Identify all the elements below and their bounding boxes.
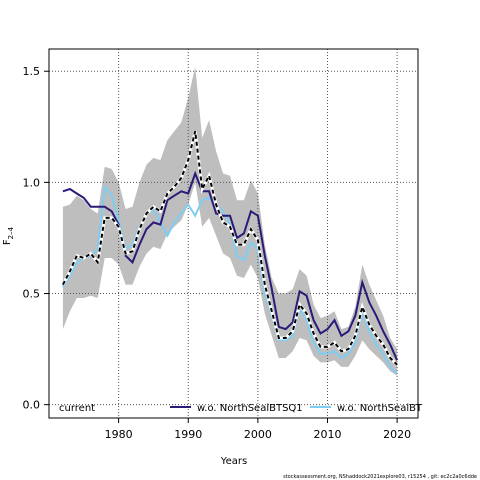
y-axis-title: F2–4 [2,226,15,245]
y-tick-label: 0.0 [23,399,41,412]
series-line-current [62,130,398,366]
x-axis-title: Years [220,456,247,467]
y-axis-title-subscript: 2–4 [7,226,15,239]
legend-item-label: w.o. NorthSealBT [337,403,423,414]
y-tick-label: 1.5 [23,65,41,78]
footer-text: stockassessment.org, NShaddock2021explor… [283,474,477,480]
svg-text:F2–4: F2–4 [2,226,15,245]
legend-item-label: current [59,403,95,414]
confidence-band [62,66,398,376]
axes: 0.0 0.5 1.0 1.5 1980 1990 2000 2010 2020 [23,48,419,441]
legend: current w.o. NorthSealBTSQ1 w.o. NorthSeal… [59,403,423,414]
y-axis-title-main: F [2,239,13,245]
x-tick-label: 1980 [105,428,133,441]
x-tick-label: 2020 [383,428,411,441]
y-tick-label: 1.0 [23,176,41,189]
plot-area [49,49,418,418]
x-tick-label: 2000 [244,428,272,441]
plot-frame [48,48,419,419]
x-tick-label: 1990 [174,428,202,441]
legend-item-label: w.o. NorthSealBTSQ1 [197,403,303,414]
y-tick-label: 0.5 [23,288,41,301]
series-line-w-o-northsealbt [62,184,398,375]
x-tick-label: 2010 [313,428,341,441]
